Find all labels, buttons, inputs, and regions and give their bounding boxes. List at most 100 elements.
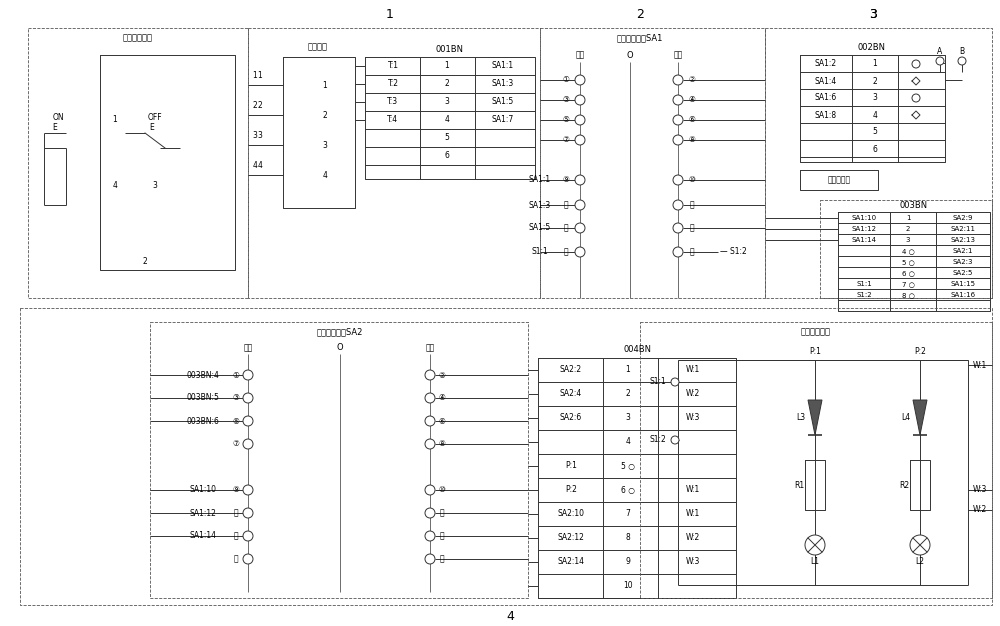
Circle shape [575, 75, 585, 85]
Text: 2: 2 [906, 226, 910, 232]
Text: ④: ④ [689, 96, 695, 105]
Text: 电缆屏蔽层: 电缆屏蔽层 [827, 175, 851, 185]
Text: T:4: T:4 [387, 116, 399, 125]
Text: ③: ③ [233, 394, 239, 403]
Text: 1: 1 [445, 61, 449, 71]
Text: SA2:13: SA2:13 [950, 237, 976, 243]
Circle shape [805, 535, 825, 555]
Text: 1: 1 [873, 59, 877, 68]
Text: ⑦: ⑦ [233, 439, 239, 448]
Text: SA1:10: SA1:10 [851, 215, 877, 221]
Text: ⑦: ⑦ [563, 135, 569, 145]
Text: SA2:6: SA2:6 [560, 414, 582, 423]
Circle shape [425, 416, 435, 426]
Circle shape [575, 135, 585, 145]
Polygon shape [808, 400, 822, 435]
Circle shape [425, 531, 435, 541]
Text: SA1:14: SA1:14 [852, 237, 876, 243]
Text: P:1: P:1 [809, 347, 821, 356]
Text: ⑧: ⑧ [689, 135, 695, 145]
Text: W:1: W:1 [686, 486, 700, 495]
Text: SA1:2: SA1:2 [815, 59, 837, 68]
Circle shape [673, 135, 683, 145]
Text: W:2: W:2 [973, 506, 987, 515]
Text: 3: 3 [323, 140, 327, 150]
Text: 分合闸控制器: 分合闸控制器 [123, 34, 153, 43]
Text: 6 ○: 6 ○ [621, 486, 635, 495]
Circle shape [243, 554, 253, 564]
Text: ⑫: ⑫ [690, 200, 694, 210]
Text: S1:1: S1:1 [856, 281, 872, 287]
Circle shape [910, 535, 930, 555]
Text: 2: 2 [636, 9, 644, 21]
Text: SA1:12: SA1:12 [190, 508, 216, 518]
Circle shape [243, 439, 253, 449]
Text: 1: 1 [113, 116, 117, 125]
Text: S1:2: S1:2 [856, 292, 872, 298]
Text: 1: 1 [323, 81, 327, 90]
Text: 7 ○: 7 ○ [902, 281, 914, 287]
Text: SA1:10: SA1:10 [190, 486, 216, 495]
Text: 3: 3 [153, 180, 157, 190]
Text: 4: 4 [873, 111, 877, 120]
Text: SA1:3: SA1:3 [529, 200, 551, 210]
Text: SA1:1: SA1:1 [529, 175, 551, 185]
Text: ⑩: ⑩ [689, 175, 695, 185]
Text: E: E [150, 123, 154, 133]
Text: ⑭: ⑭ [440, 531, 444, 540]
Text: 003BN:6: 003BN:6 [187, 416, 219, 426]
Text: SA1:5: SA1:5 [529, 223, 551, 232]
Text: SA2:9: SA2:9 [953, 215, 973, 221]
Text: 003BN: 003BN [900, 202, 928, 210]
Text: OFF: OFF [148, 113, 162, 123]
Circle shape [673, 95, 683, 105]
Text: SA2:1: SA2:1 [953, 248, 973, 254]
Circle shape [243, 416, 253, 426]
Text: 2: 2 [323, 111, 327, 120]
Text: ①: ① [233, 371, 239, 379]
Text: SA2:10: SA2:10 [558, 510, 584, 518]
Text: SA2:2: SA2:2 [560, 366, 582, 374]
Circle shape [425, 554, 435, 564]
Text: 1: 1 [906, 215, 910, 221]
Circle shape [243, 393, 253, 403]
Text: P:1: P:1 [565, 461, 577, 471]
Circle shape [425, 439, 435, 449]
Text: 5 ○: 5 ○ [621, 461, 635, 471]
Text: ⑩: ⑩ [439, 486, 445, 495]
Text: SA1:3: SA1:3 [492, 80, 514, 88]
Text: SA1:14: SA1:14 [190, 531, 216, 540]
Text: SA2:12: SA2:12 [558, 533, 584, 543]
Circle shape [671, 378, 679, 386]
Text: 5: 5 [445, 133, 449, 143]
Text: E: E [53, 123, 57, 133]
Text: L2: L2 [916, 557, 924, 565]
Circle shape [425, 485, 435, 495]
Circle shape [936, 57, 944, 65]
Circle shape [958, 57, 966, 65]
Text: 4: 4 [113, 180, 117, 190]
Text: SA2:11: SA2:11 [950, 226, 976, 232]
Text: L1: L1 [810, 557, 820, 565]
Text: ⑨: ⑨ [563, 175, 569, 185]
Text: W:3: W:3 [686, 414, 700, 423]
Circle shape [425, 508, 435, 518]
Text: 002BN: 002BN [858, 43, 886, 51]
Text: T:3: T:3 [387, 98, 399, 106]
Text: 1: 1 [386, 9, 394, 21]
Circle shape [243, 370, 253, 380]
Text: 3: 3 [906, 237, 910, 243]
Text: ⑭: ⑭ [690, 223, 694, 232]
Text: ⑤: ⑤ [233, 416, 239, 426]
Text: R1: R1 [794, 481, 804, 490]
Text: ②: ② [689, 76, 695, 85]
Text: 4: 4 [253, 160, 257, 170]
Text: B: B [959, 48, 965, 56]
Text: 2: 2 [258, 101, 262, 111]
Circle shape [673, 75, 683, 85]
Text: 3: 3 [869, 9, 877, 21]
Text: 2: 2 [445, 80, 449, 88]
Text: ⑬: ⑬ [564, 223, 568, 232]
Circle shape [243, 531, 253, 541]
Text: SA1:6: SA1:6 [815, 93, 837, 103]
